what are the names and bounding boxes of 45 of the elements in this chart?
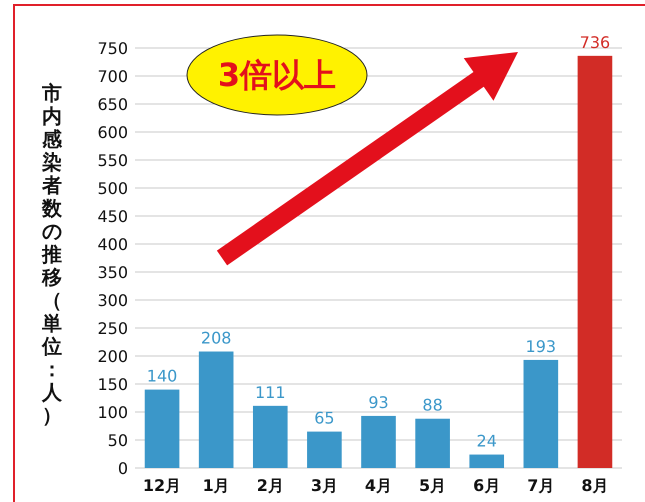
data-label: 65 xyxy=(314,408,335,428)
data-label: 93 xyxy=(368,392,389,412)
data-label: 111 xyxy=(255,382,286,402)
data-label: 208 xyxy=(200,328,232,348)
y-tick-label: 400 xyxy=(97,235,128,254)
x-tick-label: 5月 xyxy=(419,476,446,495)
y-tick-label: 650 xyxy=(97,95,128,114)
data-label: 736 xyxy=(580,32,610,52)
x-tick-label: 6月 xyxy=(473,476,500,495)
y-tick-label: 200 xyxy=(97,347,128,366)
annotation: 3倍以上 xyxy=(218,56,336,94)
bar xyxy=(144,390,180,468)
y-tick-label: 50 xyxy=(108,431,128,450)
y-tick-label: 350 xyxy=(97,263,128,282)
bar xyxy=(415,418,450,468)
bar xyxy=(198,352,234,468)
bar xyxy=(578,56,612,468)
y-tick-label: 600 xyxy=(97,123,128,142)
data-label: 140 xyxy=(146,366,178,386)
data-label: 24 xyxy=(476,432,497,451)
bar xyxy=(524,360,558,468)
x-tick-label: 2月 xyxy=(256,476,284,495)
bar xyxy=(469,454,504,468)
x-tick-label: 1月 xyxy=(202,476,230,495)
data-label: 193 xyxy=(526,336,556,356)
y-tick-label: 100 xyxy=(97,403,128,422)
y-tick-label: 700 xyxy=(97,67,128,86)
y-tick-label: 0 xyxy=(118,459,128,478)
y-tick-label: 500 xyxy=(97,179,128,198)
x-tick-label: 4月 xyxy=(364,476,392,495)
bar xyxy=(361,416,396,468)
y-tick-label: 300 xyxy=(97,291,128,310)
y-tick-label: 550 xyxy=(97,151,128,170)
x-tick-label: 3月 xyxy=(310,476,338,495)
y-tick-label: 150 xyxy=(97,375,128,394)
x-tick-label: 12月 xyxy=(142,476,182,495)
data-label: 88 xyxy=(422,396,443,415)
bar xyxy=(252,406,288,468)
x-tick-label: 7月 xyxy=(527,476,554,495)
bar xyxy=(307,432,342,468)
text: 市内感染者数の推移（単位：人） xyxy=(42,81,62,427)
y-tick-label: 450 xyxy=(97,207,128,226)
x-tick-label: 8月 xyxy=(581,476,609,495)
y-tick-label: 750 xyxy=(97,39,128,58)
y-tick-label: 250 xyxy=(97,319,128,338)
